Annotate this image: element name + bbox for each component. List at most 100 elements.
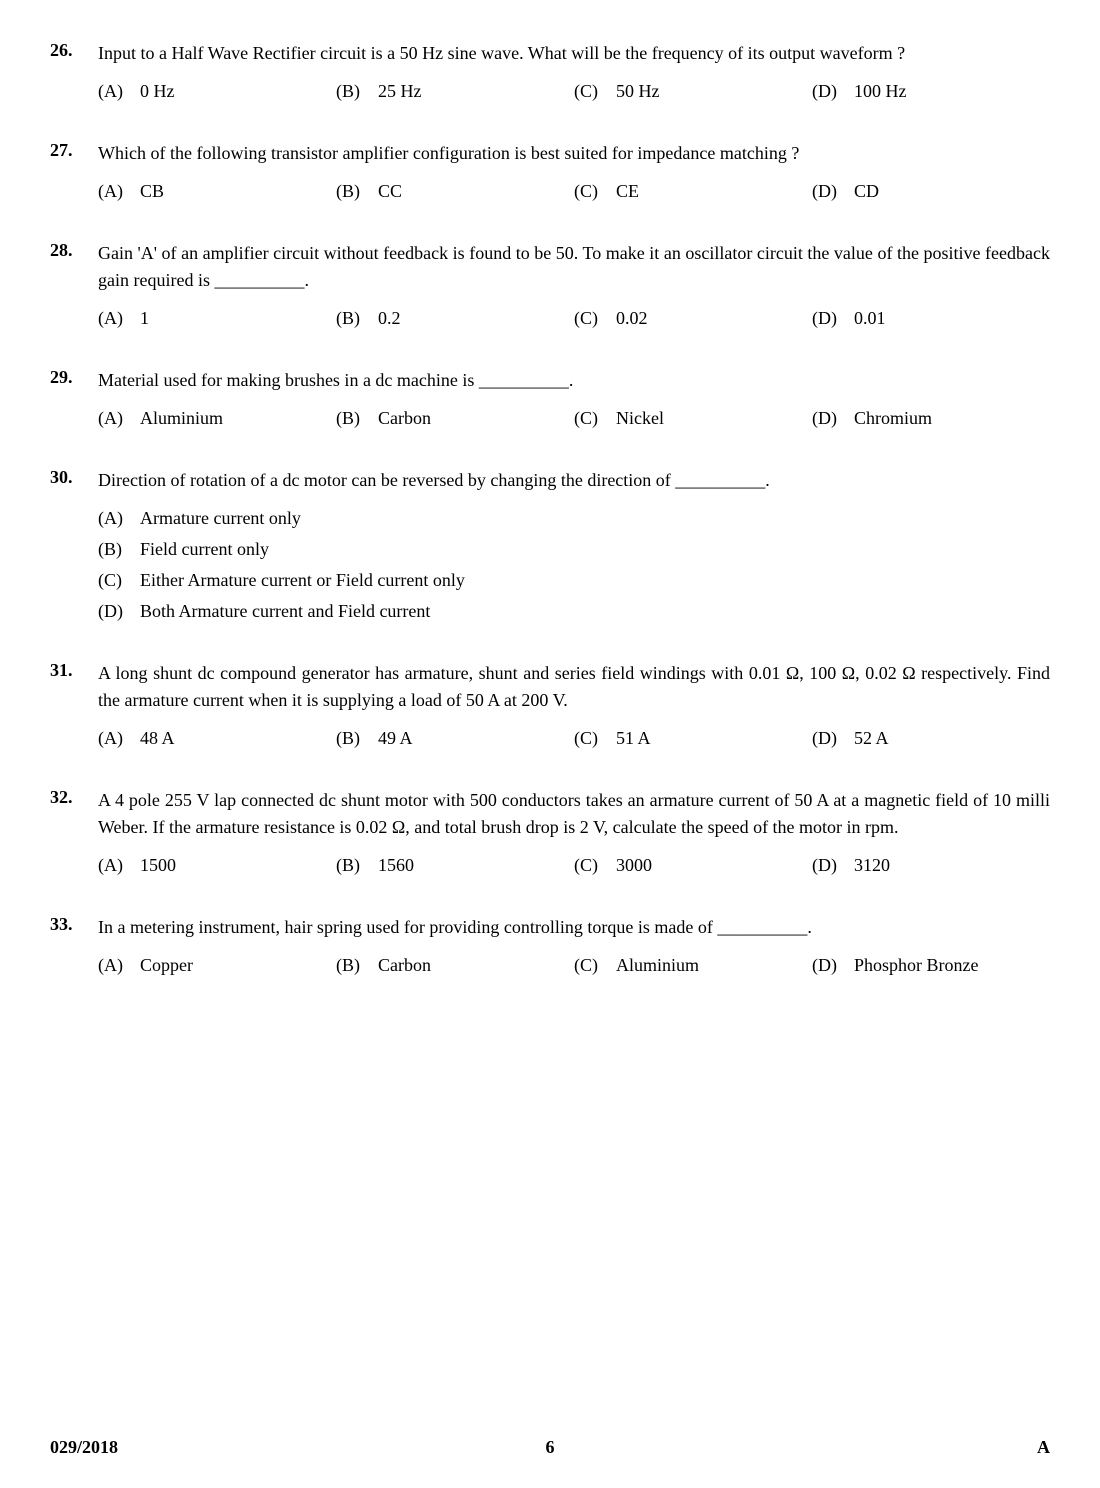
option-text: CC [378, 181, 574, 202]
option: (B)49 A [336, 728, 574, 749]
options-row: (A)1500(B)1560(C)3000(D)3120 [50, 855, 1050, 876]
option-text: 48 A [140, 728, 336, 749]
option: (C)Aluminium [574, 955, 812, 976]
option-label: (B) [336, 81, 378, 102]
question-number: 28. [50, 240, 98, 261]
question-text: Material used for making brushes in a dc… [98, 367, 1050, 394]
option-text: Carbon [378, 408, 574, 429]
option-label: (B) [336, 955, 378, 976]
option-text: 50 Hz [616, 81, 812, 102]
question-text: Input to a Half Wave Rectifier circuit i… [98, 40, 1050, 67]
question-text: A 4 pole 255 V lap connected dc shunt mo… [98, 787, 1050, 841]
option: (B)25 Hz [336, 81, 574, 102]
option-label: (A) [98, 408, 140, 429]
option: (B)0.2 [336, 308, 574, 329]
option-text: 0.2 [378, 308, 574, 329]
option: (C)CE [574, 181, 812, 202]
option-row: (C)Either Armature current or Field curr… [50, 570, 1050, 591]
option-text: 1 [140, 308, 336, 329]
question-number: 29. [50, 367, 98, 388]
option-label: (D) [812, 308, 854, 329]
question: 32.A 4 pole 255 V lap connected dc shunt… [50, 787, 1050, 876]
option-text: 52 A [854, 728, 1050, 749]
footer-left: 029/2018 [50, 1437, 118, 1458]
question-row: 32.A 4 pole 255 V lap connected dc shunt… [50, 787, 1050, 841]
option-label: (B) [98, 539, 140, 560]
option-label: (B) [336, 728, 378, 749]
question-text: In a metering instrument, hair spring us… [98, 914, 1050, 941]
questions-container: 26.Input to a Half Wave Rectifier circui… [50, 40, 1050, 976]
options-row: (A)Copper(B)Carbon(C)Aluminium(D)Phospho… [50, 955, 1050, 976]
option: (D)3120 [812, 855, 1050, 876]
option-text: Phosphor Bronze [854, 955, 1050, 976]
option: (C)51 A [574, 728, 812, 749]
option-text: Both Armature current and Field current [140, 601, 430, 622]
option-text: 100 Hz [854, 81, 1050, 102]
question-row: 30.Direction of rotation of a dc motor c… [50, 467, 1050, 494]
option: (C)Nickel [574, 408, 812, 429]
question-number: 32. [50, 787, 98, 808]
option-label: (A) [98, 308, 140, 329]
question: 29.Material used for making brushes in a… [50, 367, 1050, 429]
option-text: 1500 [140, 855, 336, 876]
option-label: (B) [336, 181, 378, 202]
option: (C)50 Hz [574, 81, 812, 102]
option-label: (D) [812, 728, 854, 749]
question-row: 31.A long shunt dc compound generator ha… [50, 660, 1050, 714]
option-text: 0.02 [616, 308, 812, 329]
option-row: (D)Both Armature current and Field curre… [50, 601, 1050, 622]
option-text: Nickel [616, 408, 812, 429]
question: 31.A long shunt dc compound generator ha… [50, 660, 1050, 749]
option: (A)1500 [98, 855, 336, 876]
options-row: (A)48 A(B)49 A(C)51 A(D)52 A [50, 728, 1050, 749]
option-text: 0.01 [854, 308, 1050, 329]
question-row: 26.Input to a Half Wave Rectifier circui… [50, 40, 1050, 67]
option: (A)CB [98, 181, 336, 202]
option: (D)52 A [812, 728, 1050, 749]
option: (A)48 A [98, 728, 336, 749]
option-label: (C) [574, 728, 616, 749]
option: (B)CC [336, 181, 574, 202]
page-footer: 029/2018 6 A [50, 1437, 1050, 1458]
footer-right: A [1037, 1437, 1050, 1458]
option: (D)Chromium [812, 408, 1050, 429]
option: (C)0.02 [574, 308, 812, 329]
option: (A)Copper [98, 955, 336, 976]
question-text: Gain 'A' of an amplifier circuit without… [98, 240, 1050, 294]
option-text: Chromium [854, 408, 1050, 429]
option: (B)1560 [336, 855, 574, 876]
option-text: 3000 [616, 855, 812, 876]
question-text: A long shunt dc compound generator has a… [98, 660, 1050, 714]
option-label: (A) [98, 728, 140, 749]
question: 28.Gain 'A' of an amplifier circuit with… [50, 240, 1050, 329]
option-text: 49 A [378, 728, 574, 749]
option: (A)0 Hz [98, 81, 336, 102]
option-label: (C) [574, 855, 616, 876]
option-label: (A) [98, 855, 140, 876]
question: 30.Direction of rotation of a dc motor c… [50, 467, 1050, 622]
option-text: Aluminium [140, 408, 336, 429]
question-number: 30. [50, 467, 98, 488]
question-number: 27. [50, 140, 98, 161]
option: (D)100 Hz [812, 81, 1050, 102]
option: (B)Carbon [336, 955, 574, 976]
option-row: (A)Armature current only [50, 508, 1050, 529]
option-label: (A) [98, 81, 140, 102]
option-label: (C) [98, 570, 140, 591]
option-label: (C) [574, 81, 616, 102]
option-label: (D) [812, 81, 854, 102]
options-row: (A)Aluminium(B)Carbon(C)Nickel(D)Chromiu… [50, 408, 1050, 429]
option: (A)Aluminium [98, 408, 336, 429]
options-row: (A)CB(B)CC(C)CE(D)CD [50, 181, 1050, 202]
option-text: CE [616, 181, 812, 202]
question-number: 33. [50, 914, 98, 935]
question-number: 31. [50, 660, 98, 681]
option: (C)3000 [574, 855, 812, 876]
option-text: 3120 [854, 855, 1050, 876]
option-label: (B) [336, 408, 378, 429]
option-text: 51 A [616, 728, 812, 749]
option-text: Aluminium [616, 955, 812, 976]
option-label: (B) [336, 855, 378, 876]
question-row: 29.Material used for making brushes in a… [50, 367, 1050, 394]
question-row: 28.Gain 'A' of an amplifier circuit with… [50, 240, 1050, 294]
